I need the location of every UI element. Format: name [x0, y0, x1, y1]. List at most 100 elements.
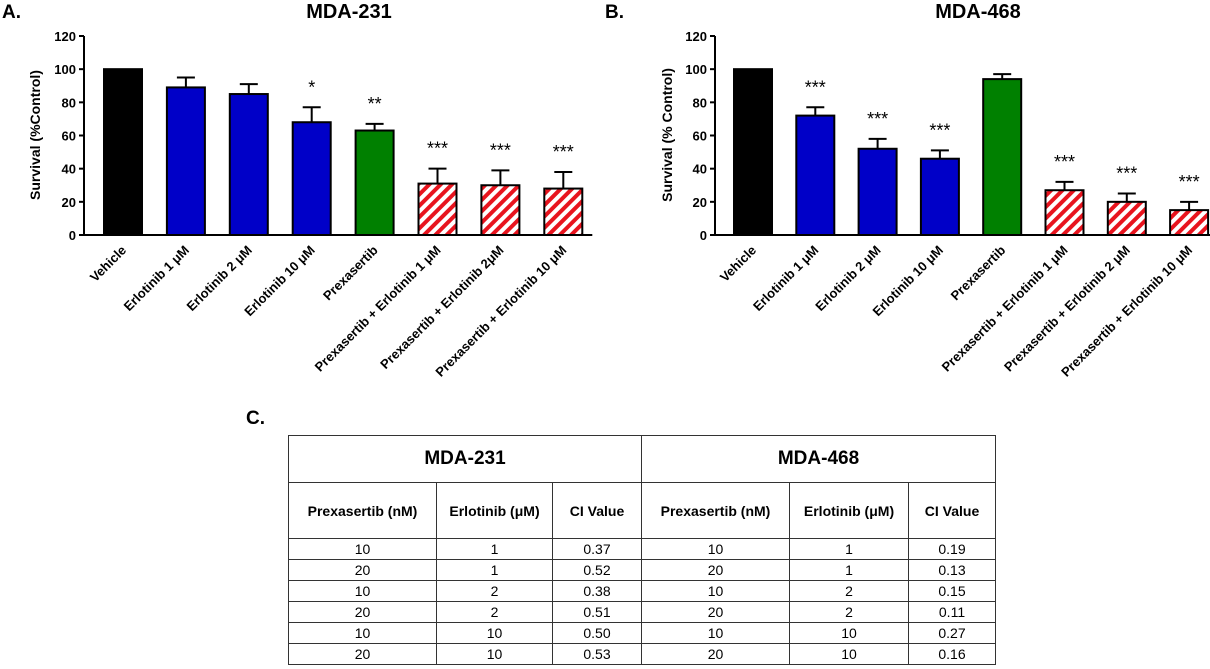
group-header-mda-231: MDA-231 — [288, 435, 642, 483]
y-ticks-a: 0 20 40 60 80 100 120 — [54, 29, 84, 243]
x-category-label: Erlotinib 1 μM — [121, 243, 192, 314]
column-header: CI Value — [552, 482, 642, 539]
y-ticks-b: 0 20 40 60 80 100 120 — [685, 29, 715, 243]
table-row: 10 1 0.37 10 1 0.19 — [288, 538, 996, 560]
table-row: 20 2 0.51 20 2 0.11 — [288, 601, 996, 623]
error-bar — [176, 76, 195, 88]
significance-label: ** — [368, 94, 382, 114]
significance-label: *** — [427, 139, 448, 159]
significance-label: *** — [805, 77, 826, 97]
y-tick-label: 40 — [693, 162, 707, 177]
error-bar — [806, 106, 825, 116]
x-category-label: Prexasertib — [320, 242, 381, 303]
bar-b-6 — [1044, 189, 1085, 237]
error-bar — [239, 83, 258, 95]
significance-label: *** — [867, 109, 888, 129]
table-cell: 20 — [641, 643, 790, 665]
table-cell: 10 — [641, 622, 790, 644]
bar-a-5 — [354, 129, 395, 236]
bar-b-8 — [1169, 209, 1210, 236]
error-bar — [1055, 180, 1074, 191]
table-cell: 10 — [288, 622, 437, 644]
column-header: Erlotinib (μM) — [789, 482, 909, 539]
significance-label: *** — [490, 140, 511, 160]
table-cell: 0.15 — [908, 580, 996, 602]
error-bars-a — [176, 76, 573, 189]
table-cell: 0.11 — [908, 601, 996, 623]
table-cell: 0.53 — [552, 643, 642, 665]
error-bar — [554, 170, 573, 189]
table-cell: 10 — [641, 538, 790, 560]
y-tick-label: 120 — [54, 29, 76, 44]
y-tick-label: 80 — [693, 95, 707, 110]
table-cell: 1 — [789, 538, 909, 560]
panel-letter-b: B. — [605, 2, 624, 23]
table-cell: 0.51 — [552, 601, 642, 623]
error-bar — [491, 169, 510, 186]
table-cell: 0.19 — [908, 538, 996, 560]
bar-a-3 — [228, 93, 269, 236]
error-bar — [302, 106, 321, 123]
y-axis-title-b: Survival (% Control) — [659, 68, 675, 202]
y-tick-label: 60 — [693, 129, 707, 144]
group-header-mda-468: MDA-468 — [641, 435, 996, 483]
table-cell: 10 — [436, 643, 553, 665]
table-cell: 2 — [436, 601, 553, 623]
bar-b-3 — [857, 147, 898, 236]
bar-a-1 — [103, 68, 143, 236]
x-category-label: Erlotinib 2 μM — [812, 243, 883, 314]
bar-b-1 — [733, 68, 773, 236]
table-row: 10 2 0.38 10 2 0.15 — [288, 580, 996, 602]
x-category-label: Erlotinib 2 μM — [184, 243, 255, 314]
column-header: Prexasertib (nM) — [288, 482, 437, 539]
ci-table: MDA-231 MDA-468 Prexasertib (nM) Erlotin… — [288, 435, 996, 665]
table-cell: 20 — [288, 601, 437, 623]
significance-label: *** — [553, 142, 574, 162]
table-cell: 0.37 — [552, 538, 642, 560]
table-cell: 10 — [288, 538, 437, 560]
significance-label: *** — [1179, 172, 1200, 192]
table-cell: 0.13 — [908, 559, 996, 581]
y-tick-label: 20 — [693, 195, 707, 210]
x-category-label: Vehicle — [717, 243, 759, 285]
table-cell: 10 — [288, 580, 437, 602]
error-bar — [1117, 192, 1136, 202]
x-category-label: Prexasertib + Erlotinib 2 μM — [1001, 243, 1133, 375]
x-category-label: Prexasertib + Erlotinib 10 μM — [1058, 243, 1195, 380]
table-row: 20 10 0.53 20 10 0.16 — [288, 643, 996, 665]
x-category-label: Prexasertib + Erlotinib 1 μM — [312, 243, 444, 375]
table-row: 20 1 0.52 20 1 0.13 — [288, 559, 996, 581]
y-tick-label: 0 — [69, 228, 76, 243]
chart-title-a: MDA-231 — [306, 1, 392, 23]
table-cell: 10 — [789, 643, 909, 665]
bars-b — [733, 68, 1210, 237]
column-header: Erlotinib (μM) — [436, 482, 553, 539]
bar-b-7 — [1106, 200, 1147, 236]
bar-b-5 — [982, 78, 1023, 236]
table-cell: 20 — [288, 643, 437, 665]
table-cell: 0.27 — [908, 622, 996, 644]
chart-mda-468: B. MDA-468 Survival (% Control) 0 20 40 60 8… — [605, 1, 1210, 380]
panel-letter-a: A. — [2, 2, 21, 23]
table-cell: 0.52 — [552, 559, 642, 581]
y-tick-label: 100 — [685, 62, 707, 77]
table-cell: 20 — [641, 559, 790, 581]
bar-a-8 — [543, 187, 584, 236]
table-cell: 0.50 — [552, 622, 642, 644]
table-cell: 20 — [288, 559, 437, 581]
error-bar — [868, 137, 887, 149]
bar-a-2 — [165, 86, 206, 236]
column-header: Prexasertib (nM) — [641, 482, 790, 539]
table-cell: 10 — [641, 580, 790, 602]
table-cell: 10 — [789, 622, 909, 644]
significance-label: *** — [1116, 164, 1137, 184]
y-tick-label: 100 — [54, 62, 76, 77]
table-cell: 20 — [641, 601, 790, 623]
table-cell: 1 — [436, 559, 553, 581]
panel-letter-c: C. — [246, 408, 265, 429]
y-tick-label: 0 — [700, 228, 707, 243]
error-bars-b — [806, 73, 1199, 211]
bar-a-4 — [291, 121, 332, 236]
table-cell: 2 — [789, 580, 909, 602]
